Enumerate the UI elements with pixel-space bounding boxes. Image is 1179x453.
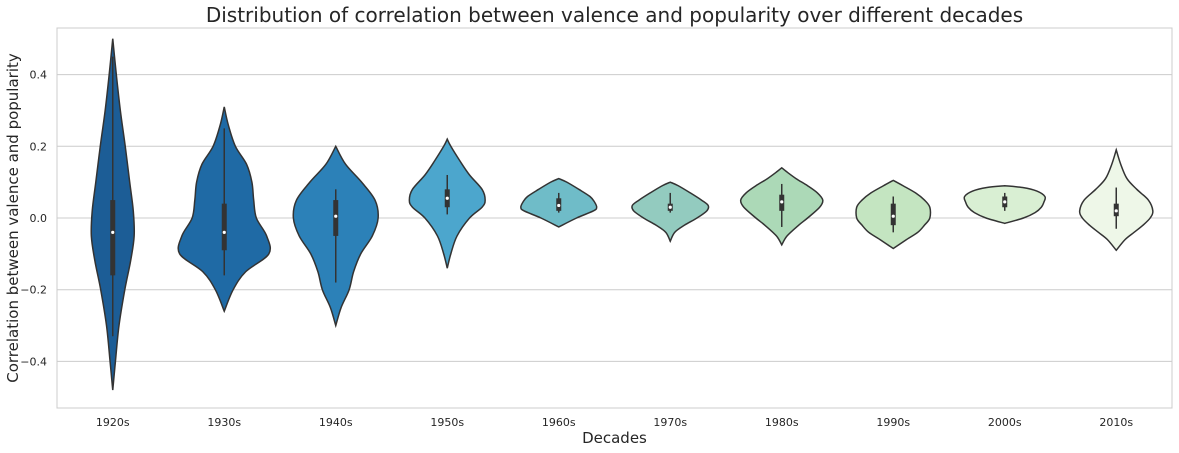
- x-tick-label: 2010s: [1099, 416, 1133, 429]
- violin-iqr-box: [333, 200, 339, 236]
- x-tick-label: 1950s: [430, 416, 464, 429]
- x-axis-label: Decades: [582, 429, 647, 447]
- violin-1940s: [292, 144, 379, 329]
- x-tick-label: 1990s: [876, 416, 910, 429]
- violin-median: [1003, 200, 1007, 204]
- violin-median: [1114, 209, 1118, 213]
- x-tick-label: 1960s: [542, 416, 576, 429]
- violin-median: [557, 203, 561, 208]
- violin-2010s: [1078, 147, 1154, 252]
- violin-1920s: [90, 38, 136, 391]
- violin-median: [445, 196, 449, 200]
- x-tick-label: 1930s: [207, 416, 241, 429]
- violin-1970s: [631, 181, 710, 243]
- violin-1990s: [855, 179, 932, 250]
- violin-1930s: [177, 106, 272, 314]
- y-tick-label: −0.4: [20, 355, 47, 368]
- y-tick-label: 0.0: [30, 212, 48, 225]
- violin-1960s: [520, 177, 598, 228]
- chart-title: Distribution of correlation between vale…: [206, 3, 1023, 27]
- violin-median: [222, 230, 226, 234]
- violin-1980s: [739, 166, 824, 247]
- plot-frame: [56, 27, 1173, 409]
- violin-iqr-box: [890, 203, 896, 226]
- x-tick-labels: 1920s 1930s 1940s 1950s 1960s 1970s 1980s 1990s…: [96, 416, 1133, 429]
- violins: [90, 38, 1154, 391]
- violin-median: [668, 205, 672, 209]
- x-tick-label: 1940s: [319, 416, 353, 429]
- y-axis-label: Correlation between valence and populari…: [4, 53, 22, 383]
- violin-iqr-box: [110, 200, 116, 276]
- violin-1950s: [408, 137, 486, 269]
- violin-2000s: [963, 184, 1047, 225]
- violin-median: [891, 214, 895, 218]
- x-tick-label: 1970s: [653, 416, 687, 429]
- x-tick-label: 1980s: [765, 416, 799, 429]
- violin-median: [780, 200, 784, 204]
- x-tick-label: 2000s: [988, 416, 1022, 429]
- violin-median: [334, 214, 338, 218]
- y-tick-label: −0.2: [20, 284, 47, 297]
- x-tick-label: 1920s: [96, 416, 130, 429]
- violin-median: [111, 230, 115, 234]
- violin-iqr-box: [221, 203, 227, 251]
- y-tick-label: 0.2: [30, 140, 48, 153]
- y-tick-label: 0.4: [30, 69, 48, 82]
- y-tick-labels: −0.4 −0.2 0.0 0.2 0.4: [20, 69, 47, 369]
